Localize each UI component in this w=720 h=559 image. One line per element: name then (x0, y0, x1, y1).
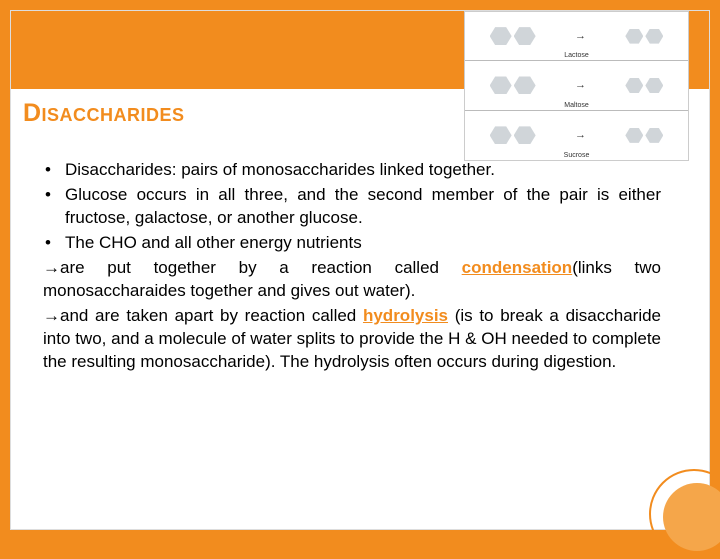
hexagon-icon (645, 29, 663, 44)
hexagon-icon (490, 126, 512, 144)
bullet-item: • Disaccharides: pairs of monosaccharide… (43, 159, 661, 182)
bullet-text: Glucose occurs in all three, and the sec… (65, 184, 661, 230)
hexagon-icon (625, 29, 643, 44)
hexagon-icon (490, 76, 512, 94)
bullet-dot-icon: • (43, 232, 65, 255)
hexagon-icon (514, 27, 536, 45)
hexagon-icon (514, 76, 536, 94)
arrow-icon: → (575, 30, 586, 42)
keyword-condensation: condensation (462, 258, 573, 277)
hexagon-icon (625, 128, 643, 143)
arrow-pre-text: →and are taken apart by reaction called (43, 306, 363, 325)
bullet-item: • Glucose occurs in all three, and the s… (43, 184, 661, 230)
diagram-row-lactose: → Lactose (465, 12, 688, 61)
disaccharide-diagram: → Lactose → Maltose → (464, 11, 689, 161)
hexagon-icon (625, 78, 643, 93)
bullet-text: Disaccharides: pairs of monosaccharides … (65, 159, 661, 182)
diagram-label: Sucrose (562, 152, 592, 159)
hexagon-icon (514, 126, 536, 144)
arrow-line-condensation: →are put together by a reaction called c… (43, 257, 661, 303)
hexagon-icon (490, 27, 512, 45)
bullet-dot-icon: • (43, 159, 65, 182)
arrow-pre-text: →are put together by a reaction called (43, 258, 462, 277)
arrow-icon: → (575, 79, 586, 91)
slide-inner: → Lactose → Maltose → (10, 10, 710, 530)
slide-title: Disaccharides (23, 99, 185, 128)
diagram-label: Lactose (562, 52, 591, 59)
diagram-label: Maltose (562, 102, 591, 109)
hex-pair (490, 76, 536, 94)
hex-pair (625, 78, 663, 93)
arrow-line-hydrolysis: →and are taken apart by reaction called … (43, 305, 661, 374)
hexagon-icon (645, 78, 663, 93)
diagram-row-sucrose: → Sucrose (465, 111, 688, 160)
hex-pair (490, 27, 536, 45)
hex-pair (625, 128, 663, 143)
bullet-text: The CHO and all other energy nutrients (65, 232, 661, 255)
diagram-row-maltose: → Maltose (465, 61, 688, 110)
slide-content: • Disaccharides: pairs of monosaccharide… (43, 159, 661, 373)
hexagon-icon (645, 128, 663, 143)
hex-pair (490, 126, 536, 144)
hex-pair (625, 29, 663, 44)
bullet-item: • The CHO and all other energy nutrients (43, 232, 661, 255)
keyword-hydrolysis: hydrolysis (363, 306, 448, 325)
arrow-icon: → (575, 129, 586, 141)
bullet-dot-icon: • (43, 184, 65, 230)
